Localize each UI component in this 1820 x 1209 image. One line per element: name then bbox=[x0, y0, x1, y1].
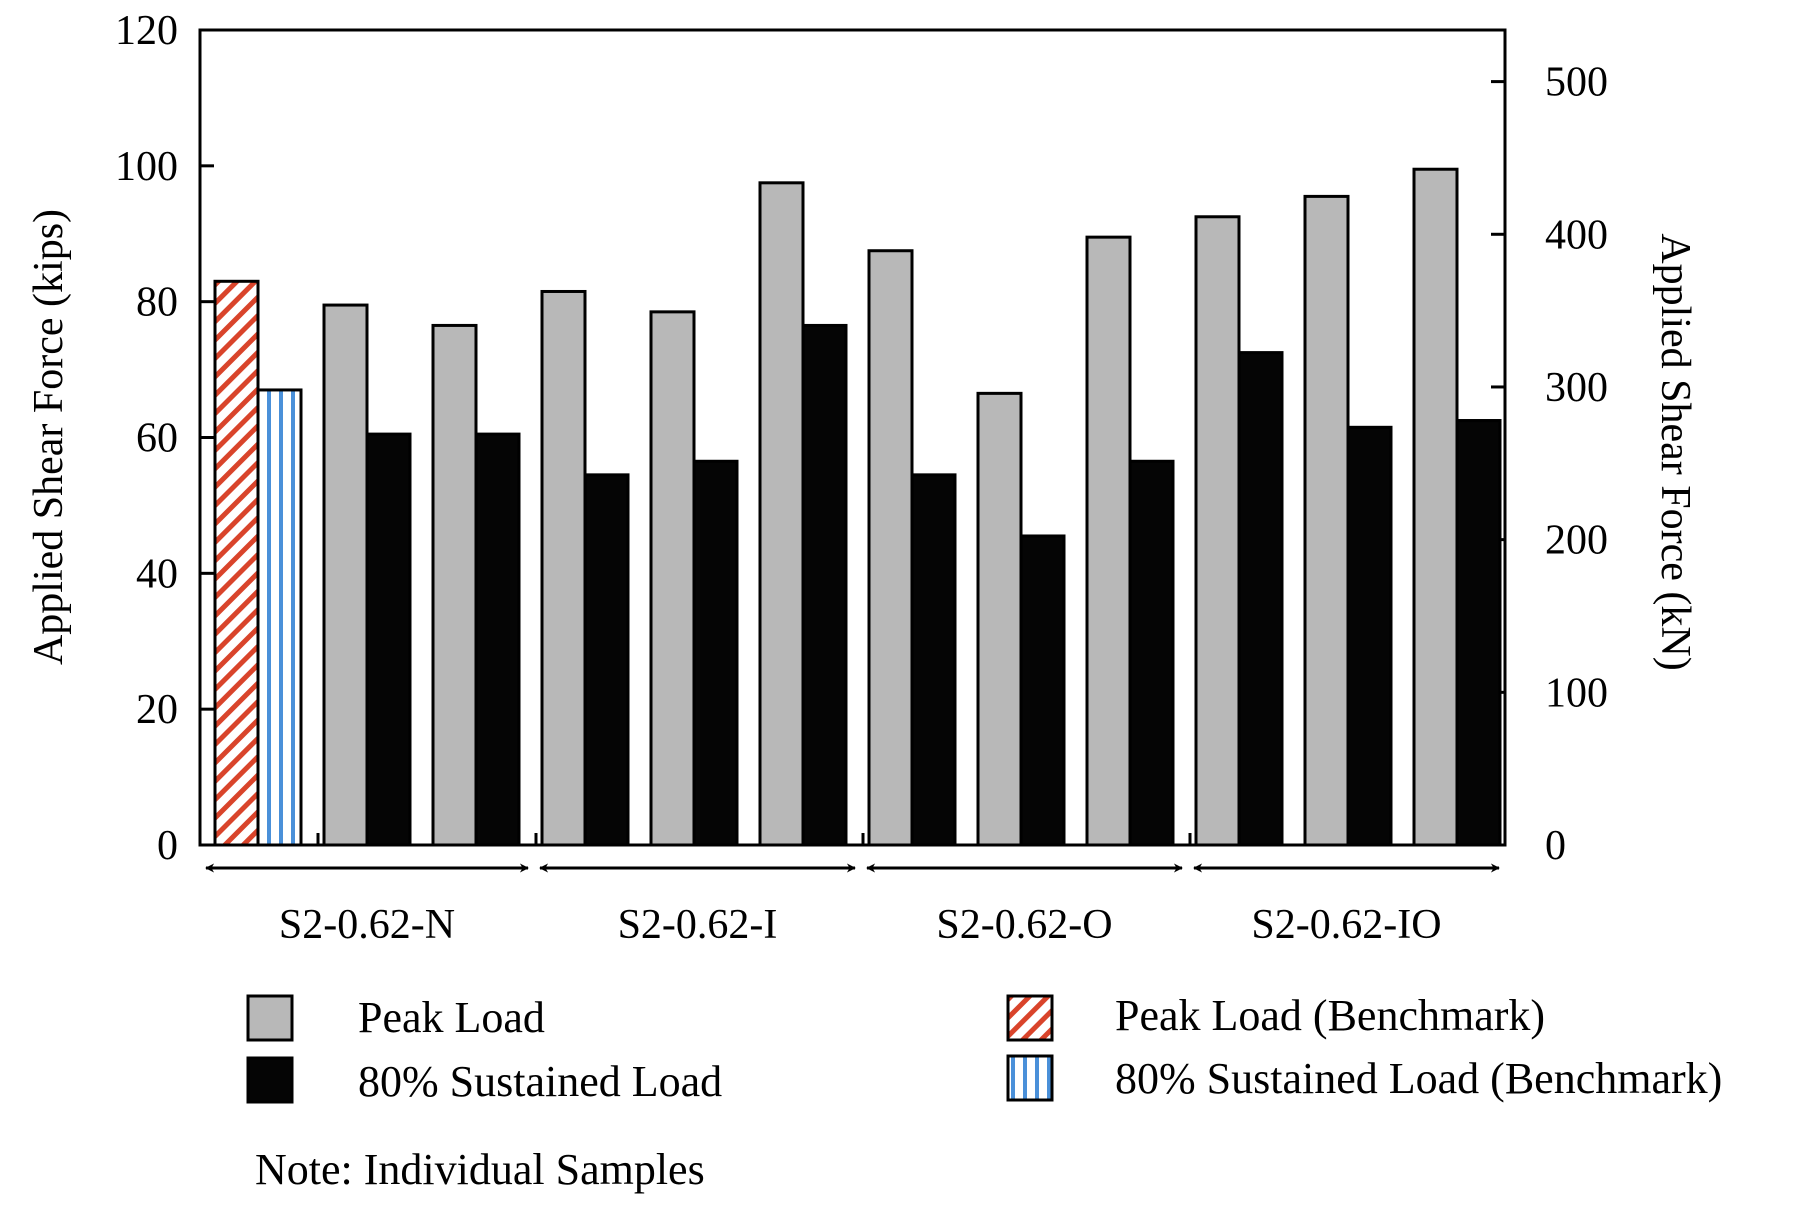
bar-peak bbox=[758, 181, 805, 847]
bar-peak bbox=[322, 303, 369, 847]
legend-swatch-sustained bbox=[246, 1056, 294, 1104]
bar-peak bbox=[1303, 194, 1350, 847]
bar-sustained bbox=[801, 323, 848, 847]
left-axis: 0 20 40 60 80 100 120 bbox=[115, 8, 214, 869]
group-label: S2-0.62-N bbox=[279, 902, 455, 948]
bar-sustained bbox=[474, 432, 521, 847]
bar-sustained-benchmark bbox=[256, 388, 303, 847]
right-axis-title: Applied Shear Force (kN) bbox=[1652, 233, 1698, 670]
bar-peak-benchmark bbox=[213, 279, 260, 847]
bar-peak bbox=[1412, 167, 1459, 847]
left-axis-tick-label: 100 bbox=[115, 144, 178, 190]
right-axis-tick-label: 0 bbox=[1545, 823, 1566, 869]
bar-peak bbox=[867, 249, 914, 847]
group-label: S2-0.62-I bbox=[618, 902, 778, 948]
right-axis-tick-label: 300 bbox=[1545, 365, 1608, 411]
legend-label-peak-benchmark: Peak Load (Benchmark) bbox=[1115, 991, 1545, 1040]
bar-peak bbox=[431, 323, 478, 847]
bar-peak bbox=[976, 391, 1023, 847]
legend-label-sustained-benchmark: 80% Sustained Load (Benchmark) bbox=[1115, 1054, 1722, 1103]
left-axis-tick-label: 80 bbox=[136, 280, 178, 326]
right-axis: 0 100 200 300 400 500 bbox=[1491, 60, 1608, 869]
left-axis-title: Applied Shear Force (kips) bbox=[26, 209, 72, 665]
legend: Peak Load 80% Sustained Load Peak Load (… bbox=[246, 991, 1722, 1106]
bar-sustained bbox=[365, 432, 412, 847]
bar-sustained bbox=[1346, 425, 1393, 847]
group-arrows: S2-0.62-N S2-0.62-I S2-0.62-O S2-0.62-IO bbox=[205, 833, 1500, 948]
legend-swatch-peak-benchmark bbox=[1006, 994, 1054, 1042]
bar-sustained bbox=[1019, 534, 1066, 847]
right-axis-tick-label: 100 bbox=[1545, 670, 1608, 716]
right-axis-tick-label: 500 bbox=[1545, 60, 1608, 106]
group-label: S2-0.62-IO bbox=[1251, 902, 1441, 948]
legend-swatch-peak bbox=[246, 994, 294, 1042]
bar-peak bbox=[540, 289, 587, 847]
bar-sustained bbox=[583, 473, 630, 847]
bar-sustained bbox=[1128, 459, 1175, 847]
legend-label-sustained: 80% Sustained Load bbox=[358, 1057, 722, 1106]
left-axis-tick-label: 0 bbox=[157, 823, 178, 869]
bar-sustained bbox=[1455, 419, 1502, 847]
bar-peak bbox=[649, 310, 696, 847]
right-axis-tick-label: 200 bbox=[1545, 518, 1608, 564]
left-axis-tick-label: 120 bbox=[115, 8, 178, 54]
bar-sustained bbox=[1237, 351, 1284, 847]
left-axis-tick-label: 60 bbox=[136, 416, 178, 462]
legend-swatch-sustained-benchmark bbox=[1006, 1054, 1054, 1102]
bar-peak bbox=[1194, 215, 1241, 847]
bar-series bbox=[213, 167, 1502, 847]
left-axis-tick-label: 40 bbox=[136, 551, 178, 597]
right-axis-tick-label: 400 bbox=[1545, 212, 1608, 258]
chart-note: Note: Individual Samples bbox=[255, 1145, 705, 1194]
bar-sustained bbox=[692, 459, 739, 847]
bar-peak bbox=[1085, 235, 1132, 847]
group-label: S2-0.62-O bbox=[936, 902, 1112, 948]
left-axis-tick-label: 20 bbox=[136, 687, 178, 733]
bar-sustained bbox=[910, 473, 957, 847]
legend-label-peak: Peak Load bbox=[358, 993, 545, 1042]
